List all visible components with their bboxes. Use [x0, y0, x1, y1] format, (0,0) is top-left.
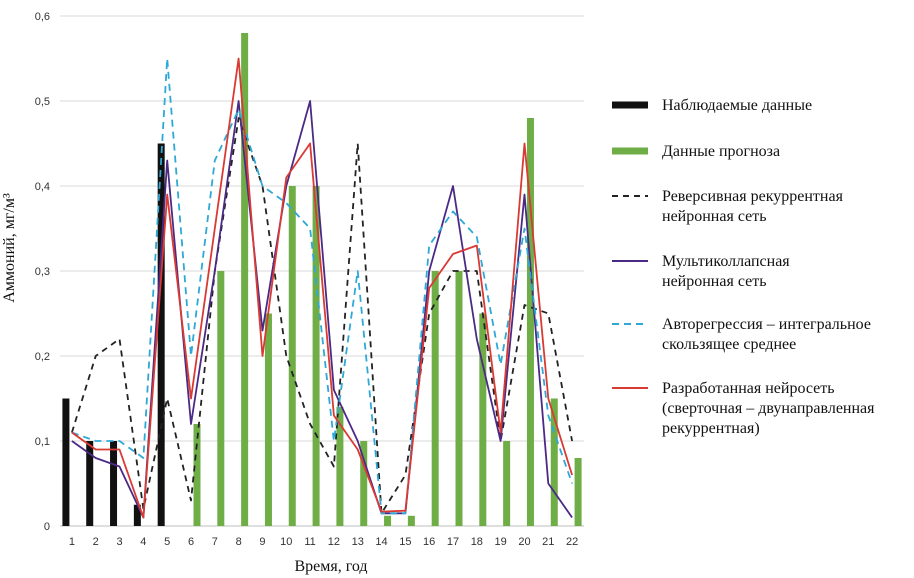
- y-tick-label: 0,2: [35, 351, 50, 363]
- x-tick-label: 7: [212, 536, 218, 548]
- series-line: [71, 57, 573, 515]
- legend-label: рекуррентная): [662, 420, 760, 437]
- bar: [526, 118, 534, 526]
- x-tick-label: 1: [69, 536, 75, 548]
- x-tick-label: 11: [304, 536, 315, 548]
- bar: [312, 186, 320, 526]
- x-tick-label: 6: [188, 536, 194, 548]
- bar: [133, 504, 141, 526]
- y-tick-label: 0,1: [35, 436, 50, 448]
- bar: [336, 407, 344, 526]
- bar: [384, 515, 392, 526]
- x-tick-label: 17: [447, 536, 459, 548]
- x-tick-label: 16: [423, 536, 435, 548]
- x-tick-label: 10: [280, 536, 292, 548]
- bar: [574, 458, 582, 526]
- bar: [264, 313, 272, 526]
- legend-label: Реверсивная рекуррентная: [662, 188, 844, 205]
- series-lines: [71, 57, 573, 519]
- bar: [479, 313, 487, 526]
- legend-label: Мультиколлапсная: [662, 253, 790, 270]
- series-line: [71, 117, 573, 515]
- legend-label: (сверточная – двунаправленная: [662, 400, 875, 417]
- bar: [217, 271, 225, 526]
- x-tick-label: 12: [328, 536, 340, 548]
- bar: [503, 441, 511, 526]
- bar: [455, 271, 463, 526]
- x-tick-label: 9: [259, 536, 265, 548]
- x-tick-label: 3: [116, 536, 122, 548]
- x-tick-label: 13: [352, 536, 364, 548]
- series-line: [71, 57, 573, 519]
- y-tick-label: 0,5: [35, 96, 50, 108]
- bar: [241, 33, 249, 526]
- x-axis-title: Время, год: [294, 558, 367, 575]
- x-tick-label: 8: [236, 536, 242, 548]
- bar: [193, 424, 201, 526]
- bar: [110, 441, 118, 526]
- legend-label: Авторегрессия – интегральное: [662, 316, 871, 333]
- x-tick-label: 5: [164, 536, 170, 548]
- y-axis-title: Аммоний, мг/м³: [1, 193, 18, 303]
- bar: [157, 143, 165, 526]
- legend-label: Наблюдаемые данные: [662, 97, 812, 114]
- legend-label: нейронная сеть: [662, 208, 767, 225]
- bar: [62, 398, 70, 526]
- x-tick-label: 21: [542, 536, 554, 548]
- legend-label: нейронная сеть: [662, 273, 767, 290]
- bars: [62, 33, 582, 526]
- bar: [550, 398, 558, 526]
- x-tick-label: 19: [495, 536, 507, 548]
- x-tick-label: 4: [140, 536, 146, 548]
- legend-label: скользящее среднее: [662, 336, 796, 353]
- x-tick-label: 14: [375, 536, 387, 548]
- series-line: [71, 100, 573, 519]
- bar: [431, 271, 439, 526]
- y-tick-label: 0,3: [35, 266, 50, 278]
- y-tick-label: 0: [44, 521, 50, 533]
- x-tick-label: 18: [471, 536, 483, 548]
- bar: [407, 515, 415, 526]
- y-tick-label: 0,6: [35, 11, 50, 23]
- gridlines: [60, 15, 584, 527]
- x-tick-label: 2: [93, 536, 99, 548]
- legend: Наблюдаемые данные Данные прогноза Реверси…: [612, 97, 875, 437]
- x-tick-label: 22: [566, 536, 578, 548]
- bar: [86, 441, 94, 526]
- legend-label: Разработанная нейросеть: [662, 380, 835, 397]
- bar: [360, 441, 368, 526]
- x-tick-label: 15: [399, 536, 411, 548]
- y-tick-label: 0,4: [35, 181, 50, 193]
- bar: [288, 186, 296, 526]
- legend-label: Данные прогноза: [662, 143, 780, 160]
- x-tick-label: 20: [518, 536, 530, 548]
- tick-labels: 00,10,20,30,40,50,61 2 3 4 5 6 7 8 9 10 11 12 13 14 15…: [35, 11, 579, 548]
